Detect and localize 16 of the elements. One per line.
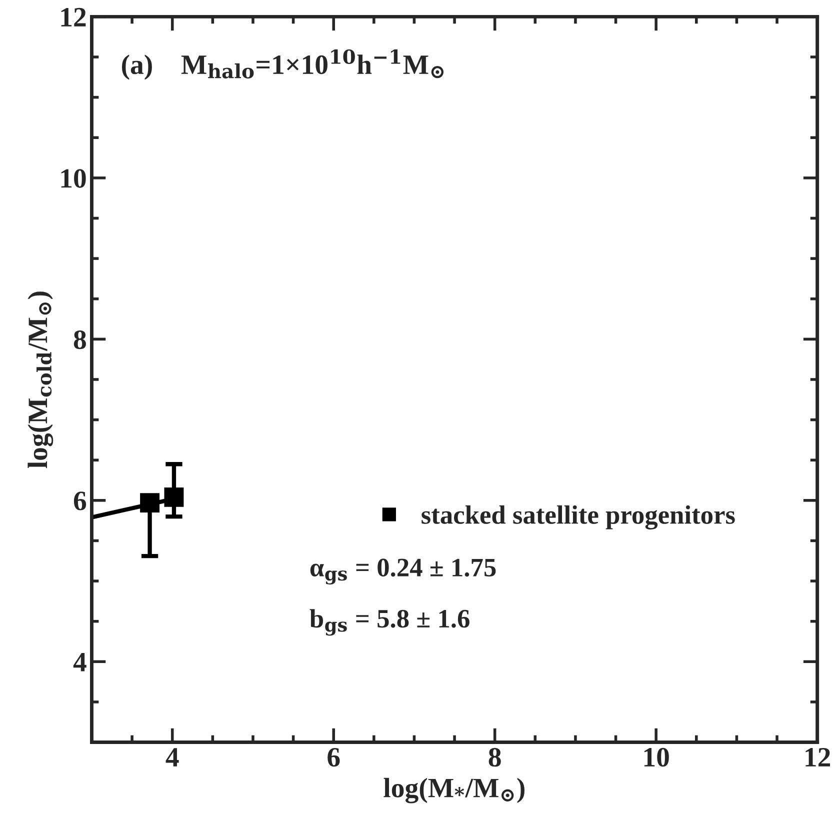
y-tick-label: 8 (74, 330, 86, 350)
annotation: (a) M$_{halo}$=1×10$^{10}$h$^{−1}$M$_{⊙}$ (122, 49, 444, 80)
y-axis-title: log(M$_{cold}$/M$_{⊙}$) (28, 292, 54, 468)
x-tick-label: 4 (166, 748, 179, 766)
y-tick-label: 6 (74, 492, 86, 510)
x-tick-label: 6 (328, 748, 340, 767)
y-tick-label: 4 (73, 652, 86, 672)
x-axis-title: log(M$_{*}$/M$_{⊙}$) (384, 778, 524, 804)
x-tick-label: 12 (806, 748, 830, 766)
x-tick-label: 10 (644, 748, 669, 767)
legend-label: stacked satellite progenitors (422, 505, 735, 530)
annotation: α$_{gs}$ = 0.24 ± 1.75 (310, 558, 496, 584)
annotation: b$_{gs}$ = 5.8 ± 1.6 (310, 609, 470, 636)
x-tick-label: 8 (488, 748, 501, 767)
y-tick-label: 12 (61, 8, 86, 26)
y-tick-label: 10 (61, 169, 86, 188)
